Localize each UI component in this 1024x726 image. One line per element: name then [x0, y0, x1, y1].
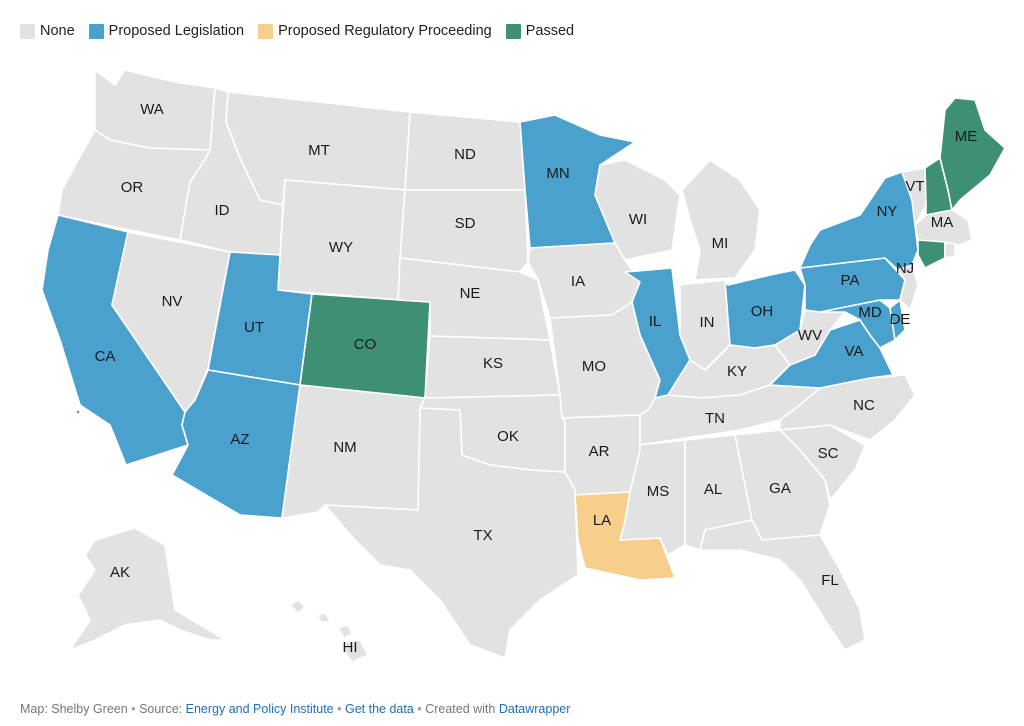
state-MI[interactable] [681, 159, 761, 281]
label-VA: VA [845, 343, 864, 360]
label-ND: ND [454, 146, 476, 163]
label-WA: WA [140, 101, 164, 118]
state-TX[interactable] [324, 407, 579, 659]
label-SC: SC [818, 445, 839, 462]
label-GA: GA [769, 480, 791, 497]
label-NY: NY [877, 203, 898, 220]
us-states-map: WA OR CA NV ID MT WY UT AZ CO NM ND SD N… [0, 48, 1024, 688]
state-CT[interactable] [917, 239, 946, 269]
map-credit: Map: Shelby Green [20, 702, 128, 716]
state-ME[interactable] [939, 97, 1006, 211]
state-OR-islands [75, 409, 81, 415]
label-AR: AR [589, 443, 610, 460]
label-TN: TN [705, 410, 725, 427]
label-MN: MN [546, 165, 569, 182]
get-data-link[interactable]: Get the data [345, 702, 414, 716]
label-MO: MO [582, 358, 606, 375]
state-VT[interactable] [901, 167, 927, 226]
label-MD: MD [858, 304, 881, 321]
label-IA: IA [571, 273, 585, 290]
state-MD[interactable] [819, 299, 896, 349]
legend-swatch-none [20, 23, 35, 39]
label-MA: MA [931, 214, 954, 231]
legend-label-none: None [40, 23, 75, 39]
legend-swatch-passed [505, 23, 521, 39]
state-labels: WA OR CA NV ID MT WY UT AZ CO NM ND SD N… [95, 101, 978, 656]
label-NC: NC [853, 397, 875, 414]
footer-separator: • [417, 702, 422, 716]
state-SC[interactable] [779, 424, 866, 501]
label-CO: CO [354, 336, 377, 353]
state-FL[interactable] [699, 519, 866, 651]
label-PA: PA [841, 272, 860, 289]
state-PA[interactable] [799, 257, 906, 313]
label-VT: VT [905, 178, 924, 195]
label-AL: AL [704, 481, 722, 498]
label-ID: ID [215, 202, 230, 219]
label-FL: FL [821, 572, 839, 589]
state-HI[interactable] [289, 599, 369, 663]
label-IL: IL [649, 313, 662, 330]
label-AK: AK [110, 564, 130, 581]
label-ME: ME [955, 128, 978, 145]
label-UT: UT [244, 319, 264, 336]
source-link[interactable]: Energy and Policy Institute [185, 702, 334, 716]
state-WI[interactable] [594, 159, 681, 261]
footer-separator: • [131, 702, 136, 716]
label-MS: MS [647, 483, 670, 500]
map-legend: None Proposed Legislation Proposed Regul… [20, 20, 574, 42]
label-OK: OK [497, 428, 519, 445]
label-WI: WI [629, 211, 647, 228]
datawrapper-link[interactable]: Datawrapper [498, 702, 571, 716]
map-svg: WA OR CA NV ID MT WY UT AZ CO NM ND SD N… [41, 69, 1006, 663]
label-KY: KY [727, 363, 747, 380]
label-HI: HI [343, 639, 358, 656]
legend-label-regulatory: Proposed Regulatory Proceeding [278, 23, 492, 39]
label-WV: WV [798, 327, 822, 344]
state-DE[interactable] [889, 299, 906, 341]
legend-label-legislation: Proposed Legislation [108, 23, 245, 39]
state-AK[interactable] [69, 527, 226, 651]
label-MT: MT [308, 142, 330, 159]
label-IN: IN [700, 314, 715, 331]
legend-label-passed: Passed [525, 23, 575, 39]
legend-swatch-legislation [88, 23, 104, 39]
label-AZ: AZ [230, 431, 249, 448]
state-RI[interactable] [944, 241, 956, 259]
state-NY[interactable] [799, 171, 919, 271]
label-MI: MI [712, 235, 729, 252]
source-prefix: Source: [139, 702, 183, 716]
legend-item-legislation[interactable]: Proposed Legislation [88, 23, 245, 39]
created-prefix: Created with [425, 702, 496, 716]
legend-swatch-regulatory [258, 23, 274, 39]
label-CA: CA [95, 348, 116, 365]
state-NC[interactable] [779, 374, 916, 441]
map-footer: Map: Shelby Green • Source: Energy and P… [20, 702, 570, 716]
label-SD: SD [455, 215, 476, 232]
legend-item-none[interactable]: None [20, 23, 75, 39]
label-LA: LA [593, 512, 611, 529]
label-KS: KS [483, 355, 503, 372]
label-WY: WY [329, 239, 353, 256]
label-NV: NV [162, 293, 183, 310]
state-shapes [41, 69, 1006, 663]
label-NE: NE [460, 285, 481, 302]
legend-item-passed[interactable]: Passed [505, 23, 575, 39]
label-OH: OH [751, 303, 774, 320]
label-OR: OR [121, 179, 144, 196]
label-NM: NM [333, 439, 356, 456]
footer-separator: • [337, 702, 342, 716]
state-SD[interactable] [399, 189, 529, 273]
legend-item-regulatory[interactable]: Proposed Regulatory Proceeding [258, 23, 492, 39]
label-DE: DE [890, 311, 911, 328]
label-TX: TX [473, 527, 492, 544]
label-NJ: NJ [896, 260, 914, 277]
